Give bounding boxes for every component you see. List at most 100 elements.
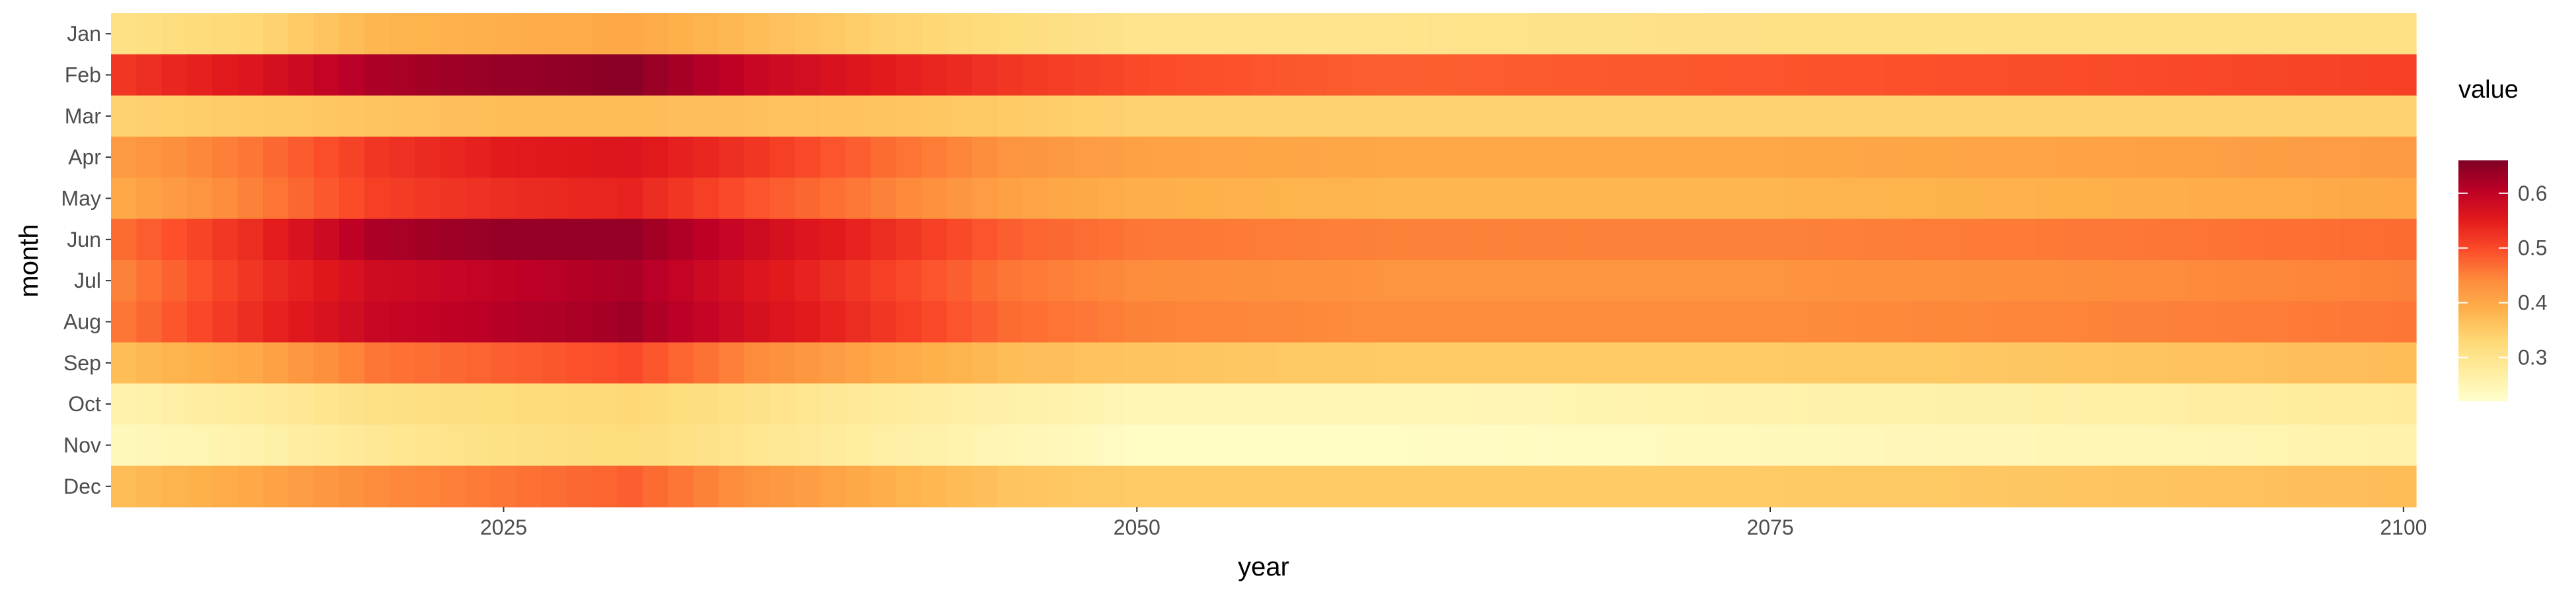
heatmap-cell <box>1149 137 1176 178</box>
heatmap-cell <box>1022 424 1049 467</box>
heatmap-cell <box>2087 54 2113 96</box>
heatmap-cell <box>744 383 770 425</box>
heatmap-cell <box>1833 383 1859 425</box>
heatmap-cell <box>541 424 567 467</box>
heatmap-cell <box>1757 137 1783 178</box>
heatmap-cell <box>1428 178 1454 220</box>
heatmap-cell <box>339 342 365 384</box>
heatmap-cell <box>212 218 238 261</box>
heatmap-cell <box>820 137 846 178</box>
heatmap-cell <box>795 383 821 425</box>
heatmap-cell <box>1301 260 1328 302</box>
heatmap-cell <box>516 137 542 178</box>
heatmap-cell <box>465 424 491 467</box>
heatmap-cell <box>1757 342 1783 384</box>
heatmap-cell <box>1808 342 1834 384</box>
heatmap-cell <box>516 95 542 137</box>
heatmap-cell <box>541 301 567 343</box>
heatmap-cell <box>1276 54 1303 96</box>
heatmap-cell <box>2087 424 2113 467</box>
heatmap-cell <box>465 260 491 302</box>
heatmap-cell <box>1301 424 1328 467</box>
heatmap-cell <box>263 260 289 302</box>
heatmap-cell <box>1631 260 1657 302</box>
heatmap-cell <box>1783 342 1809 384</box>
heatmap-cell <box>2390 301 2417 343</box>
heatmap-cell <box>567 424 593 467</box>
heatmap-cell <box>1073 424 1100 467</box>
heatmap-cell <box>1124 13 1151 55</box>
heatmap-cell <box>567 465 593 508</box>
heatmap-cell <box>1909 260 1935 302</box>
heatmap-cell <box>1022 137 1049 178</box>
heatmap-cell <box>1808 95 1834 137</box>
heatmap-cell <box>1073 301 1100 343</box>
heatmap-cell <box>2137 95 2164 137</box>
heatmap-cell <box>364 54 390 96</box>
heatmap-cell <box>1428 465 1454 508</box>
heatmap-cell <box>2264 218 2290 261</box>
heatmap-cell <box>1149 178 1176 220</box>
heatmap-cell <box>1352 342 1378 384</box>
heatmap-cell <box>845 137 872 178</box>
heatmap-cell <box>1884 301 1910 343</box>
heatmap-cell <box>1529 465 1556 508</box>
heatmap-cell <box>1656 465 1682 508</box>
heatmap-cell <box>2365 13 2392 55</box>
heatmap-cell <box>465 342 491 384</box>
heatmap-cell <box>1174 383 1201 425</box>
heatmap-cell <box>1428 137 1454 178</box>
heatmap-cell <box>1529 383 1556 425</box>
heatmap-cell <box>1504 218 1530 261</box>
heatmap-cell <box>1478 260 1505 302</box>
heatmap-cell <box>1453 383 1480 425</box>
heatmap-cell <box>1833 54 1859 96</box>
heatmap-cell <box>1453 301 1480 343</box>
heatmap-cell <box>1124 383 1151 425</box>
heatmap-cell <box>1986 13 2011 55</box>
heatmap-cell <box>2036 465 2062 508</box>
heatmap-cell <box>2314 218 2341 261</box>
heatmap-cell <box>1859 383 1885 425</box>
heatmap-cell <box>2340 95 2366 137</box>
heatmap-cell <box>1250 465 1277 508</box>
heatmap-cell <box>1276 13 1303 55</box>
heatmap-cell <box>1681 342 1707 384</box>
heatmap-cell <box>1960 218 1986 261</box>
heatmap-cell <box>364 178 390 220</box>
heatmap-cell <box>592 260 618 302</box>
heatmap-cell <box>288 178 314 220</box>
heatmap-cell <box>592 95 618 137</box>
heatmap-cell <box>1580 13 1606 55</box>
heatmap-cell <box>415 260 441 302</box>
heatmap-cell <box>2314 301 2341 343</box>
heatmap-cell <box>288 218 314 261</box>
heatmap-cell <box>871 218 897 261</box>
heatmap-cell <box>2087 178 2113 220</box>
heatmap-cell <box>719 301 745 343</box>
heatmap-cell <box>947 218 973 261</box>
heatmap-cell <box>2163 13 2189 55</box>
heatmap-cell <box>1935 383 1961 425</box>
heatmap-cell <box>2264 95 2290 137</box>
heatmap-cell <box>1402 260 1429 302</box>
heatmap-cell <box>1833 178 1859 220</box>
heatmap-cell <box>1453 260 1480 302</box>
heatmap-cell <box>1605 383 1631 425</box>
heatmap-cell <box>1301 383 1328 425</box>
heatmap-cell <box>237 342 264 384</box>
heatmap-cell <box>1073 54 1100 96</box>
heatmap-cell <box>618 301 643 343</box>
heatmap-cell <box>1453 465 1480 508</box>
heatmap-cell <box>1555 342 1581 384</box>
heatmap-cell <box>744 54 770 96</box>
heatmap-cell <box>1098 260 1125 302</box>
heatmap-cell <box>2163 301 2189 343</box>
heatmap-cell <box>2340 342 2366 384</box>
heatmap-cell <box>1098 424 1125 467</box>
heatmap-cell <box>1833 218 1859 261</box>
heatmap-cell <box>1124 424 1151 467</box>
heatmap-cell <box>871 54 897 96</box>
heatmap-cell <box>972 424 998 467</box>
